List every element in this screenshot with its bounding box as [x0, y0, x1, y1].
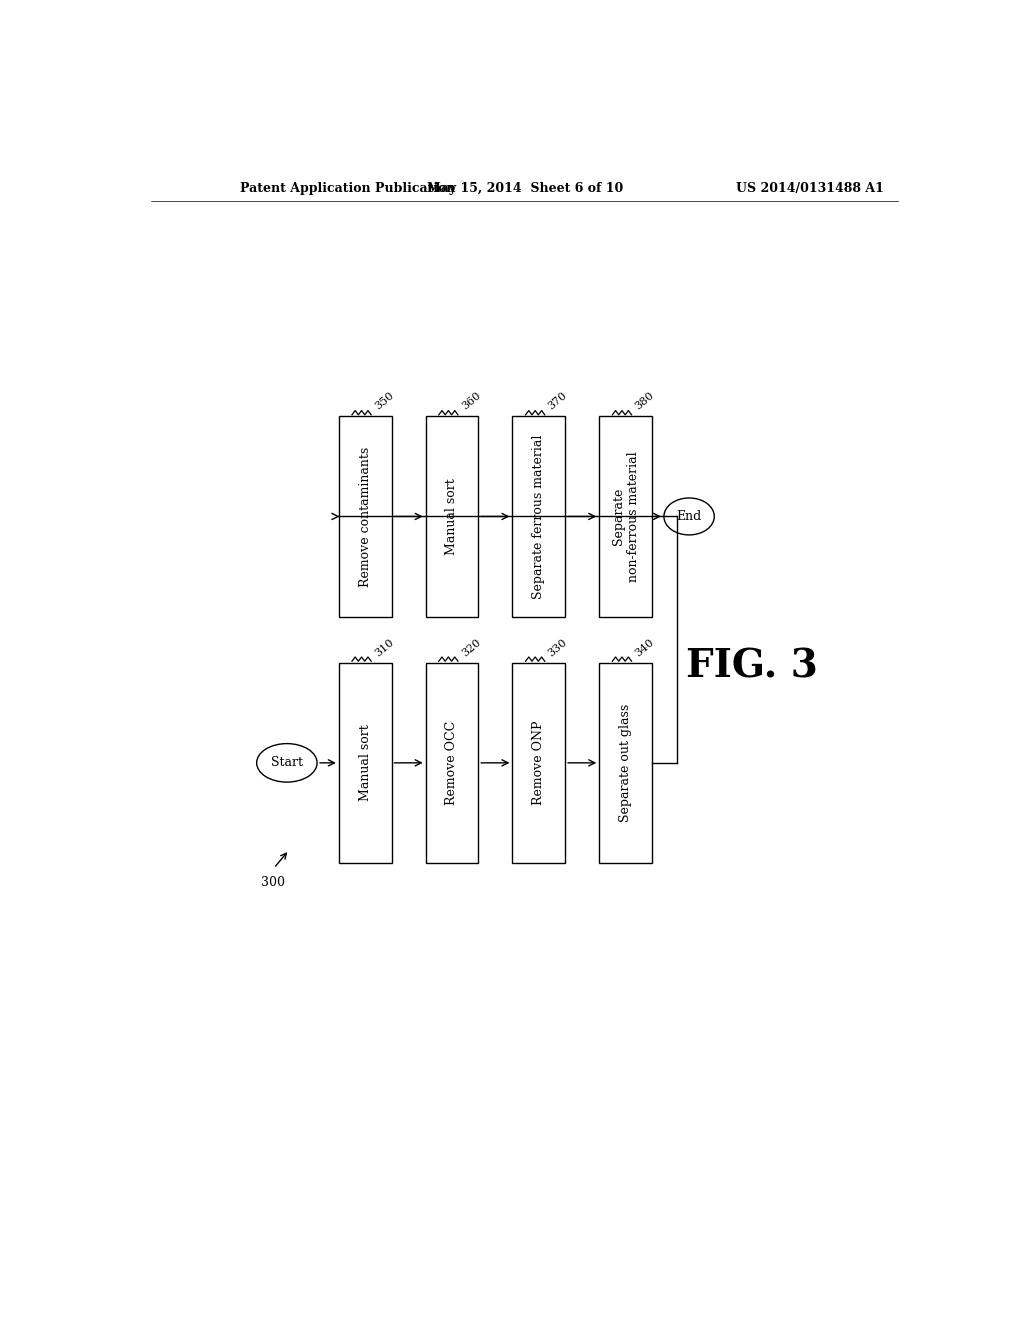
Bar — [512, 663, 565, 863]
Text: 310: 310 — [373, 636, 395, 659]
Text: 370: 370 — [547, 391, 569, 412]
Text: 350: 350 — [373, 391, 395, 412]
Text: Remove ONP: Remove ONP — [532, 721, 545, 805]
Text: 320: 320 — [460, 636, 482, 659]
Text: Separate ferrous material: Separate ferrous material — [532, 434, 545, 599]
Text: Separate
non-ferrous material: Separate non-ferrous material — [611, 451, 640, 582]
Text: US 2014/0131488 A1: US 2014/0131488 A1 — [736, 182, 884, 194]
Bar — [426, 416, 478, 616]
Text: Patent Application Publication: Patent Application Publication — [241, 182, 456, 194]
Text: End: End — [677, 510, 701, 523]
Text: Manual sort: Manual sort — [445, 478, 459, 554]
Ellipse shape — [257, 743, 317, 781]
Text: 330: 330 — [547, 636, 569, 659]
Text: Start: Start — [271, 756, 303, 770]
Bar — [339, 663, 391, 863]
Text: Remove contaminants: Remove contaminants — [358, 446, 372, 586]
Bar — [426, 663, 478, 863]
Text: 360: 360 — [460, 391, 482, 412]
Text: Separate out glass: Separate out glass — [620, 704, 632, 822]
Text: Manual sort: Manual sort — [358, 725, 372, 801]
Bar — [599, 416, 652, 616]
Bar — [512, 416, 565, 616]
Text: Remove OCC: Remove OCC — [445, 721, 459, 805]
Bar — [599, 663, 652, 863]
Text: 300: 300 — [261, 876, 286, 890]
Ellipse shape — [664, 498, 715, 535]
Bar — [339, 416, 391, 616]
Text: FIG. 3: FIG. 3 — [686, 648, 818, 685]
Text: 340: 340 — [633, 636, 656, 659]
Text: May 15, 2014  Sheet 6 of 10: May 15, 2014 Sheet 6 of 10 — [427, 182, 623, 194]
Text: 380: 380 — [633, 391, 656, 412]
